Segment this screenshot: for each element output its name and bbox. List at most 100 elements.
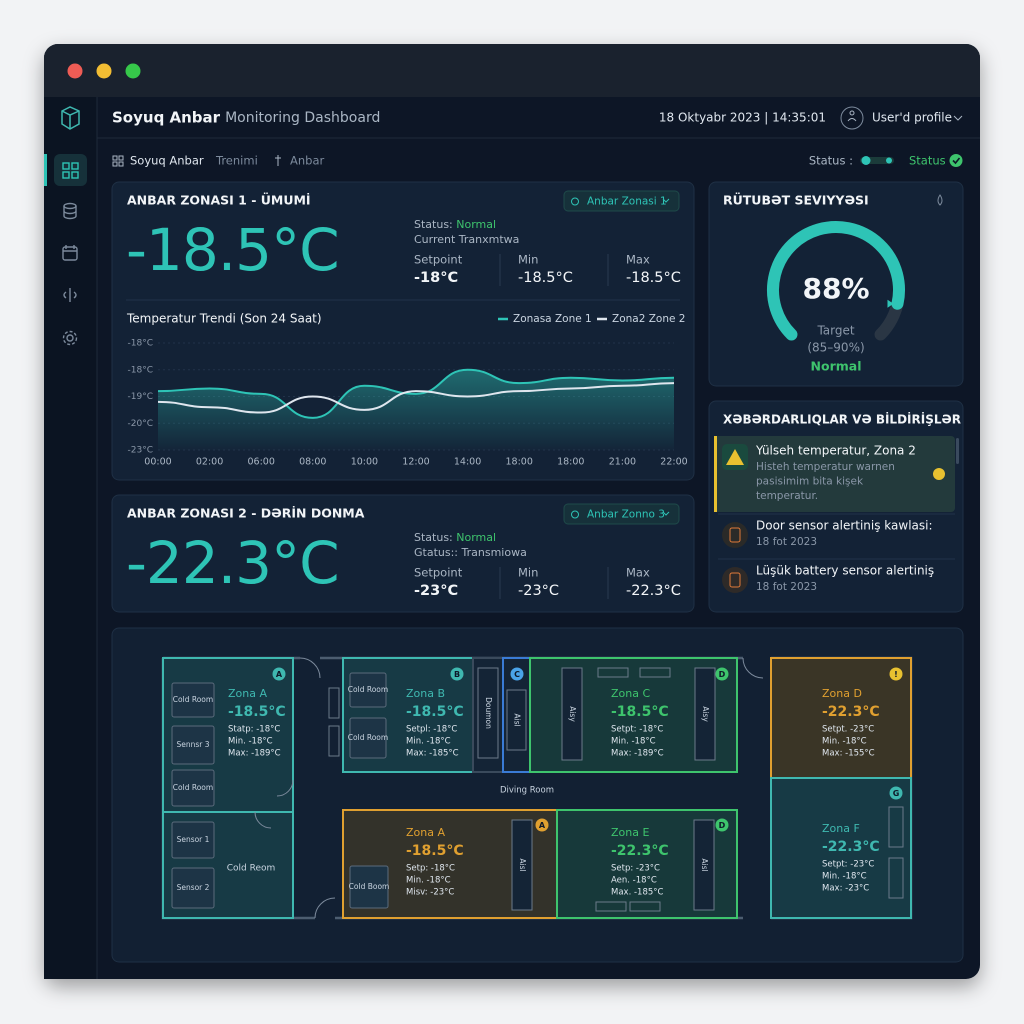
status-note: Current Tranxmtwa	[414, 233, 519, 246]
selector[interactable]	[563, 190, 680, 212]
profile-caret[interactable]	[953, 115, 963, 121]
zone-badge	[450, 667, 464, 681]
room	[349, 672, 387, 708]
alert-body: Histeh temperatur warnen	[756, 461, 895, 473]
status-note: Gtatus:: Transmiowa	[414, 546, 527, 559]
tab[interactable]: Soyuq Anbar	[130, 154, 204, 168]
zone[interactable]	[770, 657, 912, 779]
title-bar	[44, 44, 980, 97]
sidebar	[44, 97, 97, 979]
zone2-card	[111, 494, 695, 613]
profile-name[interactable]: User'd profile	[872, 111, 952, 125]
room-label: Sensor 1	[177, 835, 210, 844]
nav-indicator	[44, 154, 47, 186]
nav-sensors[interactable]	[63, 288, 77, 302]
nav-database[interactable]	[63, 202, 77, 220]
door	[299, 657, 321, 679]
badge-letter: C	[514, 670, 520, 679]
avatar[interactable]	[840, 106, 864, 130]
selector[interactable]	[563, 503, 680, 525]
aisle	[477, 667, 499, 759]
alert-icon-bg	[722, 567, 748, 593]
zone-stat: Min. -18°C	[228, 737, 273, 747]
zone-stat: Setp: -18°C	[406, 864, 455, 874]
shelf	[629, 901, 661, 912]
room-label: Cold Room	[173, 783, 213, 792]
tab[interactable]: Trenimi	[215, 154, 258, 168]
close-button[interactable]	[67, 63, 83, 79]
room-label: Cold Room	[173, 695, 213, 704]
alert-title: Door sensor alertiniş kawlasi:	[756, 519, 933, 533]
zone-badge	[715, 667, 729, 681]
stat-label: Min	[518, 566, 538, 580]
stat-label: Setpoint	[414, 566, 463, 580]
room	[349, 717, 387, 759]
zone-stat: Min. -18°C	[822, 872, 867, 882]
warning-icon	[726, 449, 744, 465]
nav-calendar[interactable]	[62, 245, 78, 261]
card-title: XƏBƏRDARLIQLAR VƏ BİLDİRİŞLƏR	[723, 412, 961, 427]
nav-settings[interactable]	[62, 330, 78, 346]
zone-badge	[889, 667, 903, 681]
alert-bar	[714, 436, 717, 512]
zone-temp: -18.5°C	[228, 704, 286, 720]
nav-dashboard[interactable]	[62, 162, 79, 179]
x-tick-label: 18:00	[557, 457, 584, 468]
stat-label: Max	[626, 253, 650, 267]
badge-letter: A	[539, 821, 546, 830]
big-temperature: -22.3°C	[126, 529, 339, 597]
card-title: ANBAR ZONASI 1 - ÜMUMİ	[127, 193, 311, 208]
shelf	[328, 725, 340, 757]
status-value: Normal	[456, 531, 496, 544]
x-tick-label: 08:00	[299, 457, 326, 468]
maximize-button[interactable]	[125, 63, 141, 79]
status-label: Status:	[414, 218, 456, 231]
zone-stat: Max: -185°C	[406, 749, 459, 759]
legend-label: Zonasa Zone 1	[513, 313, 592, 325]
tab-icon	[112, 155, 124, 167]
zone-stat: Setpt: -18°C	[611, 725, 663, 735]
humidity-value: 88%	[802, 272, 869, 305]
stat-label: Max	[626, 566, 650, 580]
zone-name: Zona E	[611, 826, 649, 839]
zone-temp: -18.5°C	[611, 704, 669, 720]
y-tick-label: -18°C	[128, 365, 153, 375]
room	[349, 865, 389, 909]
zone-name: Zona D	[822, 687, 862, 700]
stat-value: -23°C	[414, 583, 458, 599]
shelf	[888, 806, 904, 848]
shelf	[597, 667, 629, 678]
line	[157, 368, 675, 419]
zone-temp: -22.3°C	[611, 843, 669, 859]
door	[276, 779, 294, 797]
avatar-icon	[847, 110, 857, 122]
room	[171, 769, 215, 807]
toggle-knob[interactable]	[861, 156, 871, 165]
selector-caret	[662, 198, 670, 203]
zone-name: Zona B	[406, 687, 445, 700]
selector-text: Anbar Zonno 3	[587, 509, 665, 521]
zone[interactable]	[770, 777, 912, 919]
stat-value: -18.5°C	[518, 270, 573, 286]
stat-value: -22.3°C	[626, 583, 681, 599]
zone-name: Zona F	[822, 822, 860, 835]
aisle	[694, 667, 716, 761]
x-tick-label: 00:00	[144, 457, 171, 468]
datetime: 18 Oktyabr 2023 | 14:35:01	[659, 111, 826, 125]
alert-highlight[interactable]	[714, 436, 955, 512]
badge-letter: !	[894, 670, 898, 679]
minimize-button[interactable]	[96, 63, 112, 79]
target-label: Target	[816, 324, 854, 338]
zone-stat: Max: -189°C	[611, 749, 664, 759]
badge-letter: D	[719, 670, 726, 679]
badge-letter: G	[893, 789, 900, 798]
room-label: Cold Room	[348, 685, 388, 694]
target-range: (85–90%)	[807, 341, 864, 355]
card-title: ANBAR ZONASI 2 - DƏRİN DONMA	[127, 506, 365, 521]
alert-body: temperatur.	[756, 490, 818, 502]
stat-label: Setpoint	[414, 253, 463, 267]
selector-icon	[571, 197, 579, 206]
zone-stat: Max. -185°C	[611, 888, 664, 898]
x-tick-label: 06:00	[248, 457, 275, 468]
tab[interactable]: Anbar	[290, 154, 325, 168]
